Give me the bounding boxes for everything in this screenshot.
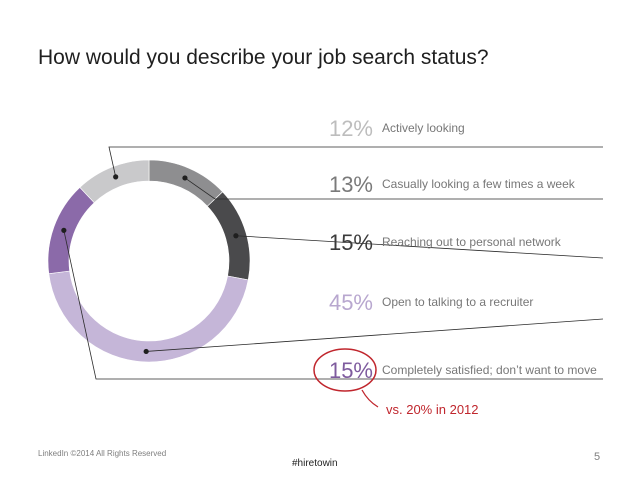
value-label-0: 12% (329, 116, 373, 141)
leader-dot-4 (61, 227, 67, 233)
copyright: LinkedIn ©2014 All Rights Reserved (38, 449, 167, 458)
leader-line-0 (108, 146, 603, 177)
donut-slices (47, 159, 251, 363)
slide-title: How would you describe your job search s… (38, 46, 489, 69)
value-label-3: 45% (329, 290, 373, 315)
highlight-circle (313, 348, 377, 392)
comparison-note: vs. 20% in 2012 (386, 402, 479, 417)
leader-dot-2 (233, 233, 239, 239)
leader-line-1 (184, 177, 603, 200)
donut-slice-3 (48, 270, 249, 363)
leader-dot-1 (182, 175, 188, 181)
value-label-2: 15% (329, 230, 373, 255)
legend-labels: 12% Actively looking 13% Casually looking a… (329, 116, 597, 383)
category-label-2: Reaching out to personal network (382, 235, 562, 249)
category-label-4: Completely satisfied; don’t want to move (382, 363, 597, 377)
annotation-connector (361, 389, 379, 408)
leader-line-3 (146, 318, 604, 352)
category-label-0: Actively looking (382, 121, 465, 135)
leader-dot-3 (143, 348, 149, 355)
donut-slice-4 (47, 186, 95, 274)
leader-lines (61, 146, 604, 380)
leader-line-4 (63, 230, 603, 380)
value-label-1: 13% (329, 172, 373, 197)
category-label-1: Casually looking a few times a week (382, 177, 576, 191)
donut-slice-1 (148, 159, 224, 207)
leader-dot-0 (113, 174, 119, 180)
hashtag: #hiretowin (292, 458, 338, 469)
donut-slice-0 (79, 159, 150, 204)
value-label-4: 15% (329, 358, 373, 383)
category-label-3: Open to talking to a recruiter (382, 295, 533, 309)
leader-line-2 (235, 235, 604, 259)
page-number: 5 (594, 451, 601, 463)
